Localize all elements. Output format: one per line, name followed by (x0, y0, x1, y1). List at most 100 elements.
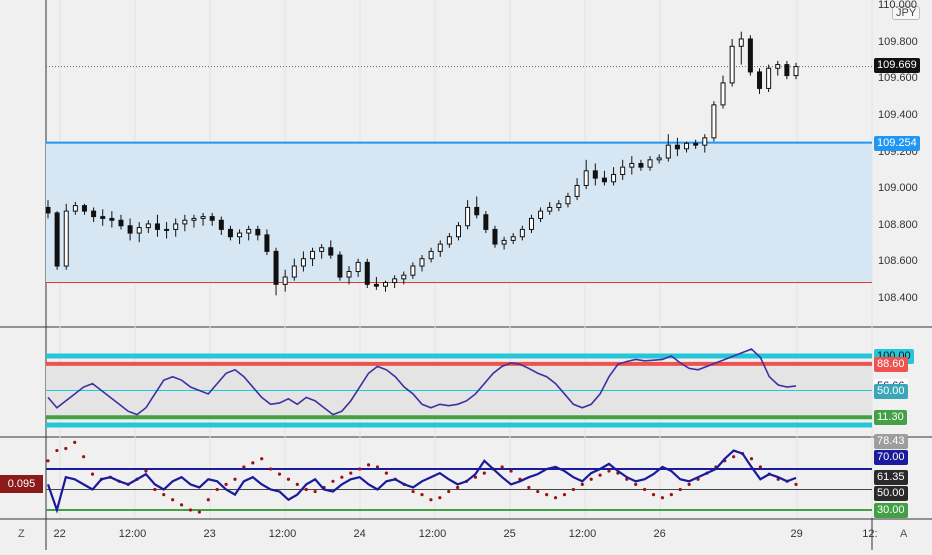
osc2-dot (331, 479, 335, 483)
osc2-dot (153, 487, 157, 492)
candle-body (255, 228, 261, 236)
price-tick-label: 108.800 (878, 218, 918, 231)
candle-body (209, 216, 215, 221)
auto-scale-button[interactable]: A (900, 528, 908, 540)
osc2-dot (233, 477, 237, 481)
candle-body (519, 228, 525, 238)
osc2-dot (482, 471, 486, 475)
price-tick-label: 109.800 (878, 35, 918, 48)
candle-body (611, 173, 617, 183)
osc2-dot (553, 496, 558, 500)
osc2-dot (46, 459, 50, 463)
osc2-dot (251, 461, 255, 465)
candle-body (492, 228, 498, 245)
osc2-dot (90, 472, 95, 476)
time-tick-label: 12:00 (568, 528, 597, 540)
osc2-dot (562, 493, 567, 497)
osc2-dot (651, 493, 656, 497)
osc2-dot (224, 482, 228, 486)
candle-body (729, 45, 735, 84)
osc2-line (46, 449, 797, 514)
candle-body (674, 144, 680, 150)
time-tick-label: 23 (203, 528, 216, 540)
candle-body (538, 210, 544, 219)
osc2-dot (473, 475, 478, 479)
osc2-dot (589, 477, 593, 481)
candle-body (784, 64, 790, 77)
oscillator-1-level-label: 88.60 (874, 356, 908, 372)
time-tick-label: 26 (653, 528, 666, 540)
osc2-dot (598, 473, 602, 477)
candle-body (556, 203, 562, 208)
osc2-dot (171, 498, 175, 502)
time-tick-label: 12:00 (268, 528, 297, 540)
osc2-dot (304, 487, 308, 492)
osc2-dot (286, 477, 291, 481)
time-tick-label: 25 (503, 528, 516, 540)
candle-body (273, 250, 279, 285)
osc2-dot (536, 489, 540, 494)
osc2-dot (527, 485, 531, 490)
price-tick-label: 109.400 (878, 108, 918, 121)
candle-body (720, 82, 726, 106)
oscillator-left-value: 0.095 (0, 475, 43, 493)
osc2-dot (55, 448, 59, 453)
candle-body (665, 144, 671, 159)
level-price-label: 109.254 (874, 136, 920, 151)
candle-body (154, 223, 160, 230)
candle-body (54, 212, 60, 267)
osc2-dot (580, 482, 584, 486)
oscillator-2-level-label: 50.00 (874, 486, 908, 501)
candle-body (766, 67, 772, 89)
osc2-dot (73, 440, 77, 444)
osc2-dot (215, 487, 219, 492)
candle-body (173, 223, 179, 230)
time-tick-label: 24 (353, 528, 366, 540)
osc2-dot (794, 482, 798, 486)
osc2-dot (375, 465, 380, 469)
candle-body (747, 38, 753, 73)
candle-body (620, 166, 626, 175)
osc2-dot (82, 455, 86, 459)
time-tick-label: 29 (790, 528, 803, 540)
candle-body (237, 232, 243, 238)
candle-body (711, 104, 717, 139)
osc2-dot (411, 489, 415, 494)
oscillator-2-level-label: 61.35 (874, 470, 908, 485)
osc2-dot (188, 508, 193, 512)
symbol-label: JPY (892, 6, 921, 20)
candle-body (191, 217, 197, 221)
range-zone (46, 142, 872, 283)
candle-body (483, 214, 489, 230)
candle-body (200, 216, 206, 219)
candle-body (592, 170, 598, 179)
osc2-dot (669, 493, 673, 497)
osc1-line (47, 348, 797, 416)
price-tick-label: 108.400 (878, 292, 918, 304)
candle-body (164, 228, 170, 231)
candle-body (291, 265, 297, 278)
osc2-dot (420, 493, 424, 497)
candle-body (437, 243, 443, 252)
candle-body (118, 219, 124, 227)
osc2-dot (643, 487, 647, 492)
osc2-dot (179, 503, 184, 507)
osc2-dot (358, 467, 362, 471)
osc2-dot (269, 467, 273, 471)
osc2-dot (634, 482, 638, 486)
candle-body (218, 219, 224, 230)
candle-body (647, 159, 653, 168)
oscillator-2-level-label: 78.43 (874, 434, 908, 449)
candle-body (227, 228, 233, 238)
osc2-dot (162, 493, 166, 497)
osc2-dot (438, 496, 442, 500)
timezone-button[interactable]: Z (18, 528, 25, 540)
candle-body (528, 217, 534, 230)
time-tick-label: 12:00 (118, 528, 147, 540)
osc2-dot (349, 471, 353, 475)
candle-body (583, 170, 589, 186)
candle-body (319, 247, 325, 252)
candle-body (282, 276, 288, 285)
